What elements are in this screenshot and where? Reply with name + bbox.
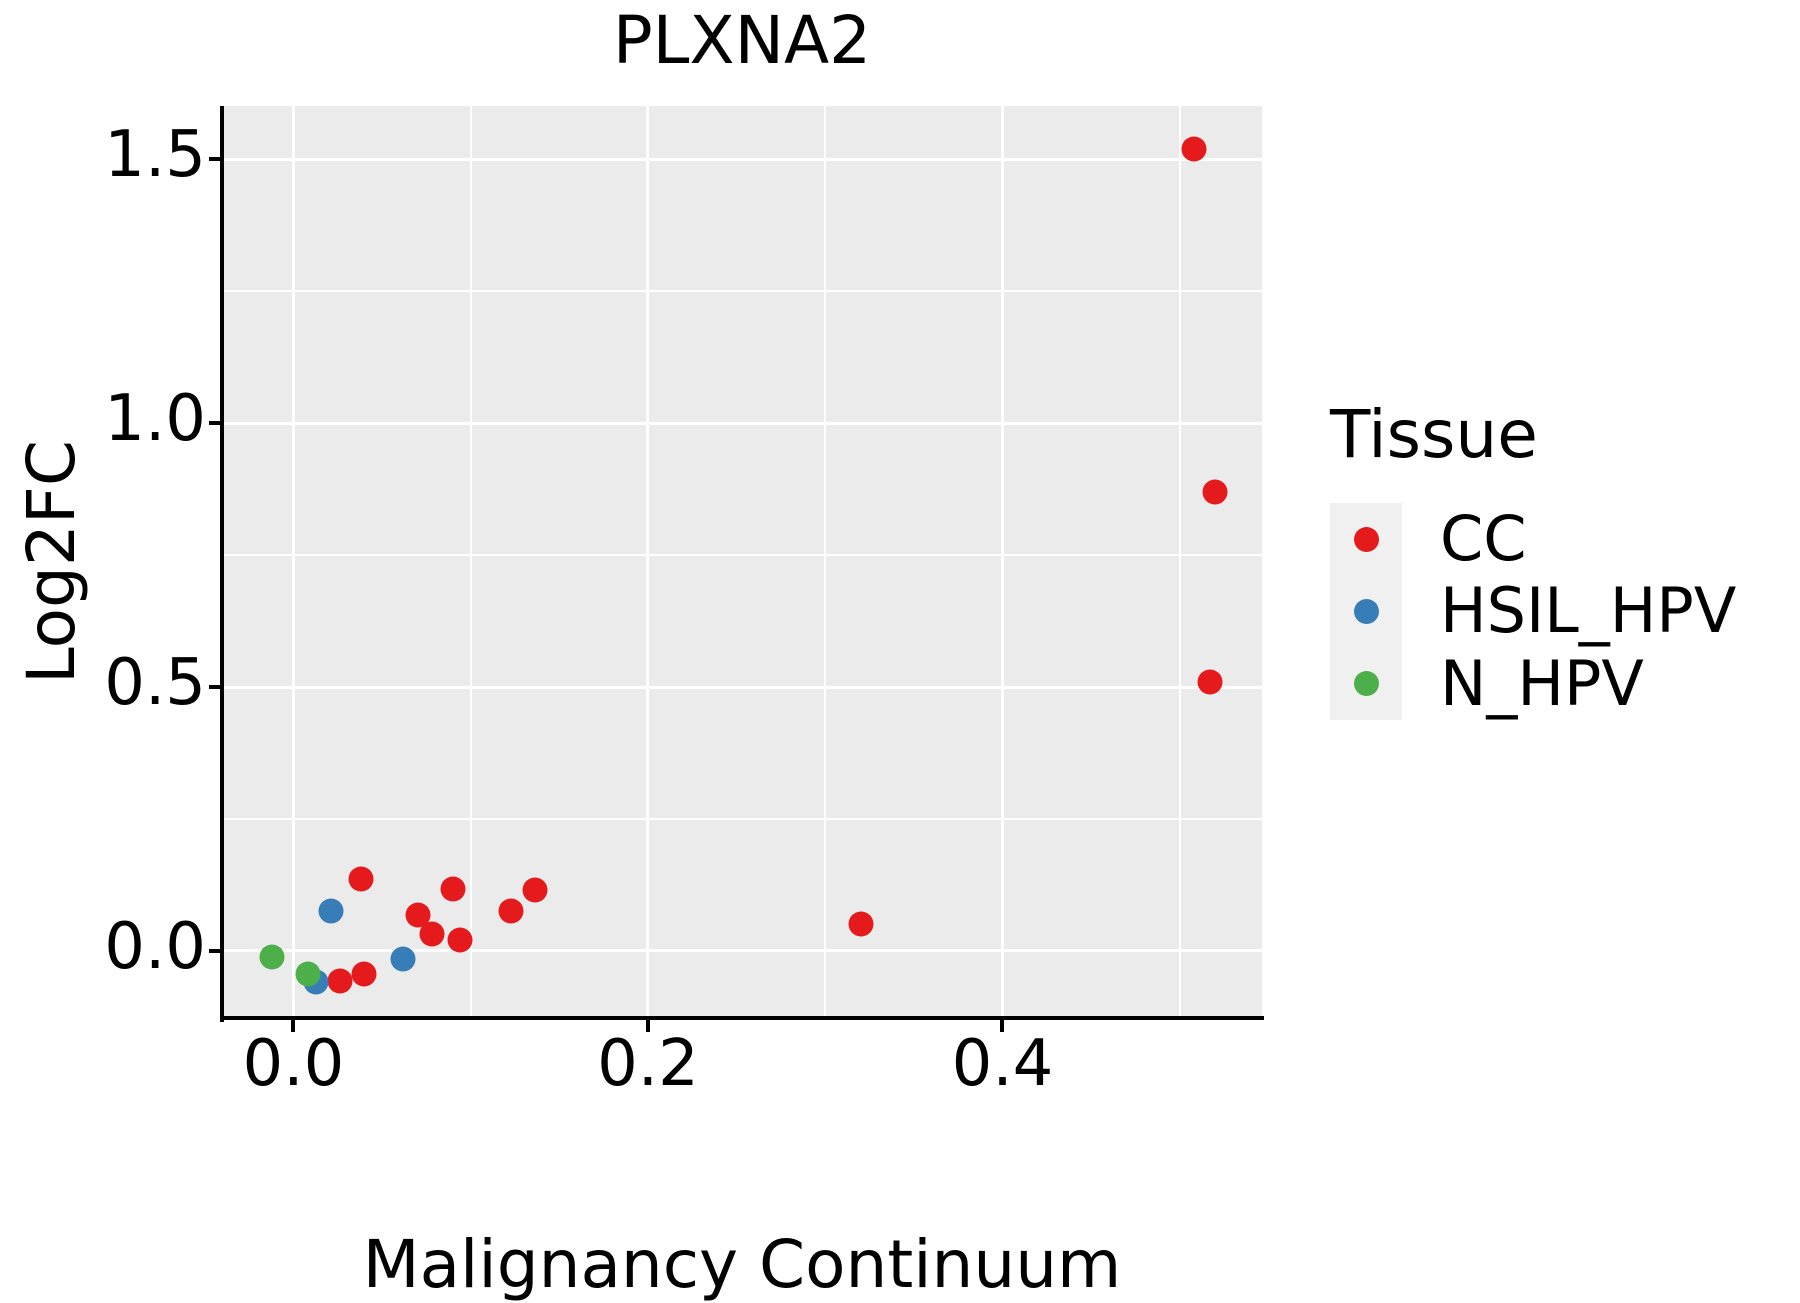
legend-entry-label: N_HPV	[1440, 646, 1644, 720]
legend-entry: N_HPV	[1330, 646, 1736, 720]
data-point-cc	[440, 876, 466, 902]
legend-title: Tissue	[1330, 396, 1538, 473]
data-point-n_hpv	[295, 961, 321, 987]
plot-panel	[222, 106, 1262, 1018]
gridline-major-y	[222, 421, 1262, 425]
x-axis-line	[220, 1016, 1264, 1020]
y-tick-label: 0.5	[104, 646, 206, 720]
legend-key	[1330, 503, 1402, 576]
legend: Tissue CC HSIL_HPV N_HPV	[1330, 396, 1736, 720]
y-tick-label: 0.0	[104, 909, 206, 984]
y-tick	[209, 157, 221, 161]
y-axis-title: Log2FC	[13, 440, 90, 684]
gridline-major-y	[222, 157, 1262, 161]
data-point-cc	[1197, 669, 1223, 695]
legend-key	[1330, 575, 1402, 648]
legend-entry-label: CC	[1440, 502, 1527, 576]
legend-key	[1330, 647, 1402, 720]
data-point-n_hpv	[259, 944, 285, 970]
data-point-hsil_hpv	[318, 898, 344, 924]
legend-entry: CC	[1330, 502, 1736, 576]
x-axis-title: Malignancy Continuum	[362, 1226, 1122, 1303]
data-point-cc	[522, 877, 547, 903]
gridline-major-x	[646, 106, 650, 1018]
data-point-cc	[351, 961, 377, 987]
data-point-cc	[848, 911, 874, 937]
data-point-cc	[348, 866, 374, 892]
data-point-cc	[498, 898, 524, 924]
legend-entry: HSIL_HPV	[1330, 574, 1737, 648]
legend-key-dot-hsil_hpv	[1353, 598, 1379, 624]
gridline-minor-y	[222, 290, 1262, 292]
y-axis-line	[220, 106, 224, 1022]
y-tick	[209, 948, 221, 953]
gridline-minor-x	[1178, 106, 1181, 1018]
legend-key-dot-cc	[1353, 526, 1379, 552]
x-tick	[1000, 1020, 1005, 1032]
data-point-cc	[419, 921, 445, 947]
y-tick	[209, 421, 221, 425]
gridline-major-x	[291, 106, 295, 1018]
plot-figure: PLXNA2 Malignancy Continuum Log2FC Tissu…	[13, 2, 1737, 1298]
legend-entries: CC HSIL_HPV N_HPV	[1330, 503, 1736, 720]
gridline-minor-x	[469, 106, 472, 1018]
plot-title: PLXNA2	[612, 2, 872, 79]
x-tick-label: 0.4	[951, 1027, 1054, 1101]
y-tick-label: 1.0	[104, 382, 206, 456]
y-tick	[209, 685, 221, 689]
gridline-minor-y	[222, 554, 1262, 556]
gridline-major-y	[222, 685, 1262, 689]
gridline-major-y	[222, 949, 1262, 953]
x-tick-label: 0.2	[597, 1027, 699, 1101]
x-tick	[645, 1020, 650, 1032]
legend-key-dot-n_hpv	[1353, 671, 1379, 697]
gridline-minor-x	[824, 106, 827, 1018]
x-tick	[291, 1020, 296, 1032]
data-point-cc	[1202, 479, 1228, 505]
y-tick-label: 1.5	[104, 118, 206, 192]
data-point-cc	[447, 927, 473, 953]
x-tick-label: 0.0	[242, 1027, 345, 1101]
gridline-minor-y	[222, 817, 1262, 820]
data-point-cc	[327, 968, 353, 994]
data-point-cc	[1181, 136, 1207, 162]
data-point-hsil_hpv	[390, 946, 416, 972]
gridline-major-x	[1000, 106, 1004, 1018]
legend-entry-label: HSIL_HPV	[1440, 574, 1737, 648]
